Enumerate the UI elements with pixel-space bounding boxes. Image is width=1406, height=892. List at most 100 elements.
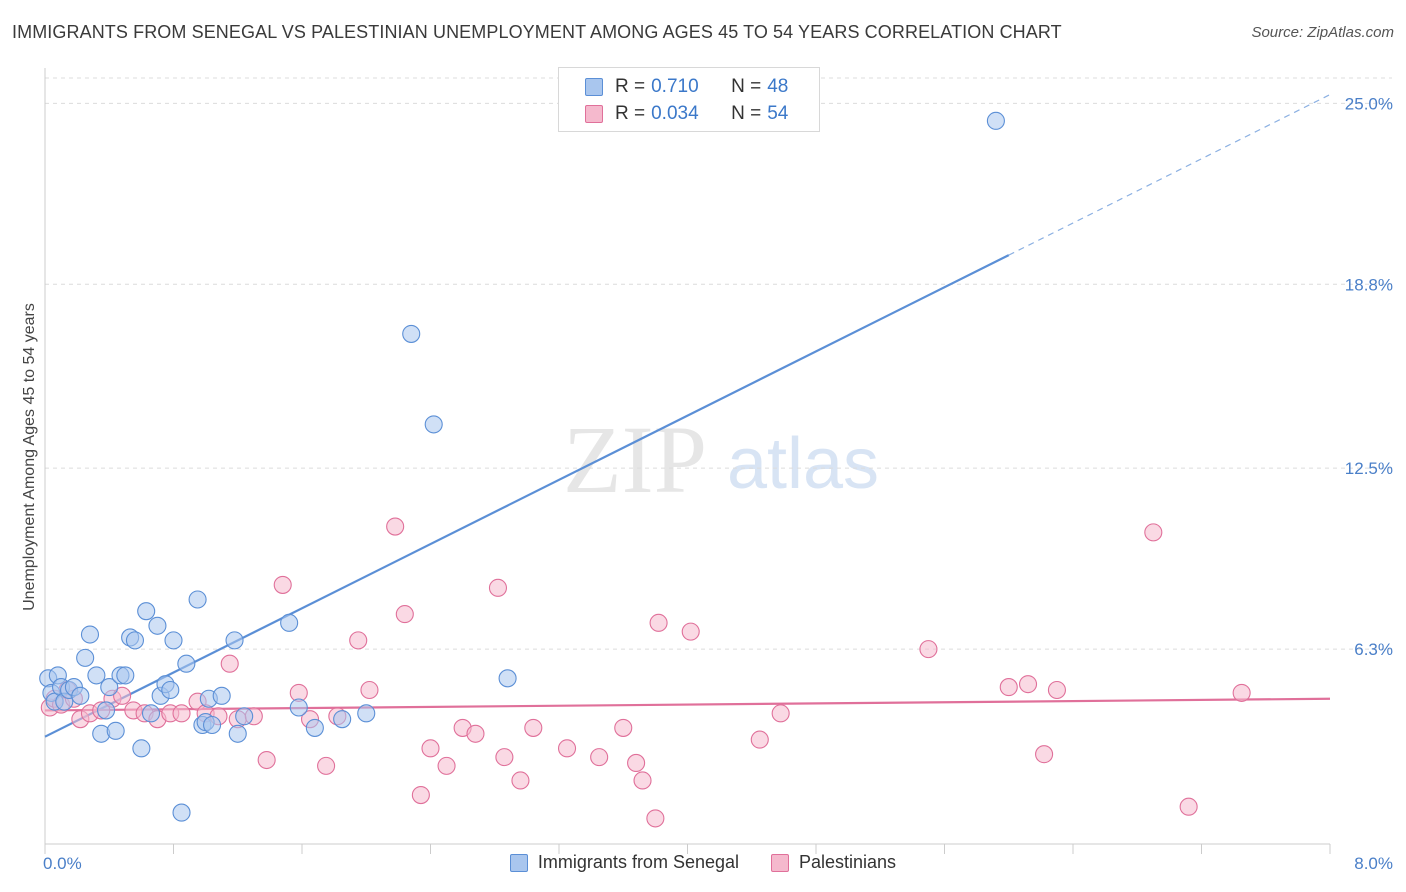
data-point-senegal	[71, 686, 90, 705]
legend-r-label: R =	[615, 103, 646, 124]
data-point-senegal	[87, 666, 106, 685]
trend-line-0	[44, 254, 1010, 738]
data-point-palestinians	[466, 724, 485, 743]
data-point-palestinians	[257, 750, 276, 770]
data-points	[39, 111, 1251, 828]
data-point-senegal	[141, 704, 161, 723]
data-point-senegal	[212, 686, 231, 705]
data-point-senegal	[164, 631, 183, 650]
data-point-senegal	[424, 415, 443, 434]
series-legend: Immigrants from Senegal Palestinians	[0, 852, 1406, 873]
data-point-palestinians	[488, 578, 508, 597]
data-point-senegal	[235, 707, 254, 726]
data-point-palestinians	[1179, 797, 1198, 816]
data-point-senegal	[100, 678, 119, 697]
data-point-palestinians	[113, 686, 132, 705]
data-point-palestinians	[590, 748, 609, 767]
data-point-palestinians	[646, 809, 665, 828]
legend-r-value: 0.710	[651, 76, 699, 97]
data-point-palestinians	[360, 680, 379, 700]
legend-row-senegal: R = 0.710 N = 48	[585, 75, 847, 99]
trend-line-extension-0	[1008, 94, 1331, 256]
data-point-palestinians	[627, 753, 646, 773]
data-point-senegal	[80, 625, 100, 644]
data-point-senegal	[177, 654, 196, 673]
data-point-palestinians	[386, 517, 405, 536]
series-legend-senegal[interactable]: Immigrants from Senegal	[509, 852, 739, 873]
data-point-palestinians	[1047, 680, 1066, 700]
data-point-senegal	[333, 710, 352, 729]
stats-legend: R = 0.710 N = 48 R = 0.034 N = 54	[558, 67, 820, 132]
data-point-senegal	[125, 631, 144, 650]
grid	[45, 77, 1392, 650]
data-point-senegal	[203, 715, 222, 735]
data-point-palestinians	[495, 748, 514, 767]
y-tick-label: 18.8%	[1345, 275, 1393, 294]
data-point-palestinians	[614, 718, 633, 737]
legend-n-value: 54	[767, 103, 789, 124]
data-point-senegal	[172, 803, 191, 822]
chart-title: IMMIGRANTS FROM SENEGAL VS PALESTINIAN U…	[12, 22, 1062, 42]
data-point-senegal	[986, 111, 1005, 130]
legend-n-value: 48	[767, 76, 789, 97]
legend-r-value: 0.034	[651, 103, 699, 124]
data-point-palestinians	[1232, 683, 1251, 702]
data-point-senegal	[357, 704, 376, 723]
trend-line-1	[44, 697, 1331, 712]
watermark-atlas: atlas	[727, 424, 879, 504]
data-point-palestinians	[1018, 675, 1038, 694]
series-swatch-senegal	[509, 853, 528, 872]
data-point-palestinians	[1035, 745, 1054, 764]
y-tick-label: 25.0%	[1345, 94, 1393, 113]
data-point-palestinians	[421, 739, 440, 758]
data-point-palestinians	[999, 678, 1018, 697]
data-point-senegal	[228, 724, 247, 743]
data-point-palestinians	[524, 718, 543, 737]
legend-n-label: N =	[731, 76, 762, 97]
data-point-senegal	[132, 739, 151, 758]
data-point-senegal	[305, 718, 324, 737]
data-point-palestinians	[681, 622, 700, 641]
data-point-senegal	[161, 680, 180, 700]
data-point-palestinians	[557, 739, 577, 758]
x-tick-label: 8.0%	[1354, 854, 1393, 873]
data-point-senegal	[289, 698, 308, 717]
series-legend-label: Palestinians	[799, 852, 897, 872]
data-point-senegal	[498, 669, 517, 688]
data-point-palestinians	[1144, 523, 1163, 542]
series-swatch-palestinians	[771, 853, 789, 872]
data-point-senegal	[76, 648, 95, 667]
series-legend-label: Immigrants from Senegal	[537, 852, 739, 872]
data-point-senegal	[188, 590, 207, 609]
data-point-senegal	[402, 324, 421, 343]
series-legend-palestinians[interactable]: Palestinians	[771, 852, 896, 873]
data-point-palestinians	[317, 756, 336, 775]
watermark-zip: ZIP	[563, 406, 707, 513]
data-point-senegal	[96, 701, 116, 720]
data-point-senegal	[225, 631, 244, 650]
data-point-palestinians	[750, 730, 769, 749]
data-point-senegal	[280, 613, 299, 632]
legend-row-palestinians: R = 0.034 N = 54	[585, 102, 847, 126]
data-point-palestinians	[172, 704, 191, 723]
y-tick-label: 12.5%	[1345, 459, 1393, 478]
x-tick-label: 0.0%	[43, 854, 82, 873]
source-label: Source: ZipAtlas.com	[1251, 24, 1394, 41]
data-point-palestinians	[411, 786, 430, 805]
data-point-palestinians	[273, 575, 292, 594]
data-point-senegal	[106, 721, 125, 740]
data-point-senegal	[116, 666, 135, 685]
data-point-palestinians	[395, 605, 414, 624]
data-point-palestinians	[437, 756, 456, 775]
trend-lines	[44, 94, 1331, 738]
data-point-senegal	[137, 602, 156, 621]
tick-labels: 6.3% 12.5% 18.8% 25.0% 0.0% 8.0%	[43, 94, 1393, 873]
y-tick-label: 6.3%	[1354, 640, 1393, 659]
data-point-palestinians	[511, 771, 530, 790]
legend-n-label: N =	[731, 103, 762, 124]
watermark: ZIP atlas	[563, 406, 879, 513]
data-point-palestinians	[771, 704, 790, 723]
data-point-palestinians	[220, 654, 239, 673]
data-point-senegal	[148, 616, 167, 635]
